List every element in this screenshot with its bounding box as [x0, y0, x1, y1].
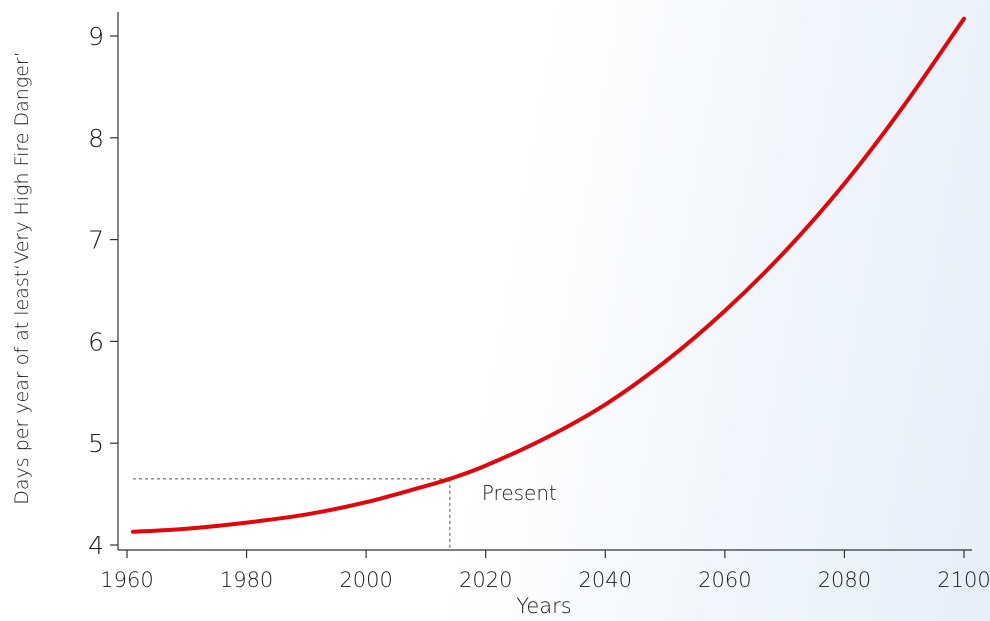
x-tick-label: 1980 — [220, 568, 273, 592]
y-tick-label: 8 — [88, 124, 104, 153]
y-tick-label: 6 — [88, 327, 104, 356]
y-tick-label: 7 — [88, 226, 104, 255]
y-axis-label: Days per year of at least‘Very High Fire… — [11, 51, 33, 505]
x-ticks: 1960 1980 2000 2020 2040 2060 2080 2100 — [100, 550, 990, 592]
y-tick-label: 9 — [88, 22, 104, 51]
x-tick-label: 2040 — [579, 568, 632, 592]
x-axis-label: Years — [516, 594, 571, 618]
x-tick-label: 2020 — [459, 568, 512, 592]
series-line — [130, 16, 966, 534]
present-guides — [133, 478, 451, 550]
y-ticks: 4 5 6 7 8 9 — [88, 22, 118, 560]
y-tick-label: 5 — [88, 429, 104, 458]
x-tick-label: 2060 — [698, 568, 751, 592]
x-tick-label: 2000 — [339, 568, 392, 592]
y-tick-label: 4 — [88, 531, 104, 560]
annotation-present: Present — [482, 481, 557, 505]
x-tick-label: 1960 — [100, 568, 153, 592]
x-tick-label: 2100 — [937, 568, 990, 592]
x-tick-label: 2080 — [818, 568, 871, 592]
axes — [117, 12, 972, 551]
